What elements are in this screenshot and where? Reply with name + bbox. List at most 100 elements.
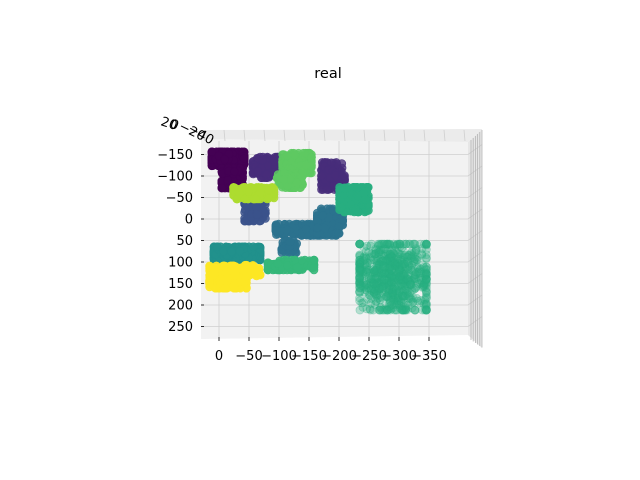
scatter-point: [400, 271, 410, 281]
scatter-point: [372, 296, 381, 306]
y-tick-label: 150: [168, 277, 193, 292]
scatter-point: [386, 277, 396, 287]
x-tick-label: −50: [235, 349, 262, 364]
scatter-point: [384, 280, 394, 289]
scatter-point: [219, 247, 228, 256]
scatter-point: [399, 278, 409, 287]
scatter-point: [244, 187, 253, 196]
scatter-point: [377, 282, 387, 291]
grid-line-top: [243, 129, 246, 142]
scatter-point: [413, 262, 422, 272]
scatter-point: [235, 246, 245, 256]
scatter-point: [369, 279, 379, 288]
grid-line-top: [403, 129, 406, 142]
y-tick-label: −100: [157, 170, 193, 185]
scatter-point: [262, 170, 271, 179]
scatter-point: [358, 302, 368, 312]
scatter-point: [378, 261, 388, 271]
grid-line-top: [263, 129, 266, 142]
grid-line-top: [303, 129, 306, 142]
scatter-point: [384, 286, 394, 295]
scatter-point: [414, 279, 423, 289]
scatter-point: [422, 275, 431, 285]
scatter-point: [412, 293, 422, 303]
scatter-point: [360, 195, 370, 204]
scatter-points: [205, 147, 431, 315]
y-tick-label: 100: [168, 256, 193, 271]
scatter-point: [422, 262, 431, 272]
scatter-point: [251, 194, 260, 204]
scatter-point: [355, 239, 364, 249]
x-axis-ticks: 0 −50−100−150−200−250−300−350: [215, 337, 447, 364]
scatter-point: [379, 275, 389, 284]
scatter-point: [422, 305, 431, 315]
scatter-point: [422, 283, 431, 293]
scatter-point: [400, 261, 410, 271]
scatter-point: [395, 239, 405, 249]
scatter-point: [422, 264, 431, 274]
scatter-point: [406, 280, 415, 290]
scatter-point: [411, 247, 421, 256]
scatter-point: [264, 194, 273, 203]
scatter-point: [279, 175, 289, 185]
scatter-point: [212, 242, 222, 252]
scatter-point: [334, 229, 343, 238]
scatter-point: [235, 189, 245, 198]
scatter-point: [374, 305, 384, 315]
scatter-point: [418, 273, 428, 283]
grid-line-top: [223, 129, 226, 142]
scatter-point: [422, 291, 431, 300]
scatter-point: [364, 247, 374, 257]
scatter-point: [346, 200, 355, 210]
scatter-point: [273, 259, 283, 268]
scatter-point: [254, 270, 264, 279]
x-tick-label: 0: [215, 349, 223, 364]
scatter-point: [223, 176, 233, 185]
y-tick-label: 50: [176, 234, 193, 249]
scatter-point: [422, 239, 431, 249]
scatter-point: [387, 261, 397, 271]
scatter-point: [269, 157, 279, 166]
chart-title: real: [314, 66, 341, 82]
scatter-point: [389, 300, 399, 310]
scatter-point: [383, 305, 392, 315]
scatter-point: [220, 283, 230, 293]
scatter-point: [403, 269, 413, 279]
scatter-point: [227, 247, 236, 257]
scatter-point: [422, 239, 431, 249]
scatter-point: [371, 249, 381, 259]
y-tick-label: −50: [166, 191, 193, 206]
grid-line-top: [463, 129, 466, 142]
grid-line-top: [363, 129, 366, 142]
scatter-point: [205, 279, 214, 289]
scatter-point: [397, 250, 407, 260]
scatter-point: [404, 291, 413, 301]
scatter-point: [292, 178, 302, 188]
scatter-point: [412, 268, 421, 277]
scatter-point: [317, 171, 326, 180]
scatter-point: [361, 253, 371, 263]
scatter-point: [396, 265, 406, 275]
scatter-point: [366, 305, 375, 315]
scatter-point: [395, 249, 405, 259]
scatter-point: [388, 277, 398, 287]
scatter-point: [229, 282, 239, 292]
scatter-point: [248, 242, 258, 252]
scatter-point: [301, 224, 311, 234]
scatter-point: [320, 223, 330, 233]
scatter-point: [217, 183, 227, 193]
scatter-point: [417, 249, 427, 259]
scatter-point: [340, 185, 350, 194]
scatter-point: [382, 239, 392, 249]
scatter-point: [389, 294, 398, 304]
grid-line-top: [423, 129, 426, 142]
scatter-point: [285, 237, 295, 246]
scatter-point: [355, 274, 364, 284]
scatter-point: [391, 261, 401, 271]
scatter-point: [399, 270, 409, 279]
scatter-point: [397, 281, 406, 291]
scatter-point: [389, 291, 398, 300]
scatter-point: [403, 264, 413, 274]
grid-line-top: [283, 129, 286, 142]
